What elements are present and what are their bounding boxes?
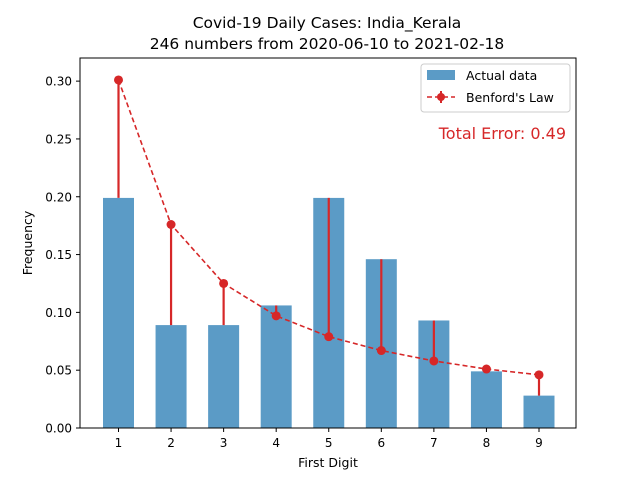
bar-digit-1	[103, 197, 134, 428]
x-tick-label-7: 7	[430, 436, 438, 450]
x-tick-label-1: 1	[115, 436, 123, 450]
x-axis: 1 2 3 4 5 6 7 8 9	[115, 428, 543, 450]
benford-point-digit-5	[324, 332, 334, 342]
x-tick-label-4: 4	[272, 436, 280, 450]
benford-point-digit-3	[219, 278, 229, 288]
x-tick-label-3: 3	[220, 436, 228, 450]
y-tick-label-0.20: 0.20	[45, 190, 72, 204]
benford-point-digit-6	[376, 346, 386, 356]
benford-line-layer	[114, 75, 544, 380]
bar-digit-4	[260, 305, 292, 428]
benford-point-digit-4	[271, 311, 281, 321]
y-axis-label: Frequency	[20, 210, 35, 275]
y-axis: 0.00 0.05 0.10 0.15 0.20 0.25 0.30	[45, 75, 80, 436]
legend-box	[420, 63, 571, 113]
x-axis-label: First Digit	[298, 455, 358, 470]
axes-frame	[79, 57, 577, 429]
benford-point-digit-1	[114, 75, 123, 85]
y-tick-label-0.30: 0.30	[45, 75, 72, 89]
benford-point-digit-2	[166, 220, 176, 229]
bar-digit-9	[523, 395, 555, 428]
legend-label-actual: Actual data	[466, 68, 537, 83]
chart-title: Covid-19 Daily Cases: India_Kerala	[193, 14, 462, 33]
y-tick-label-0.25: 0.25	[45, 132, 72, 146]
benford-point-digit-7	[429, 356, 439, 366]
y-tick-label-0.05: 0.05	[45, 364, 72, 378]
bar-digit-8	[470, 371, 502, 428]
chart-subtitle: 246 numbers from 2020-06-10 to 2021-02-1…	[150, 35, 505, 53]
legend-swatch-benford-marker	[437, 93, 445, 101]
error-lines-layer	[117, 79, 541, 396]
y-tick-label-0.15: 0.15	[45, 248, 72, 262]
y-tick-label-0.10: 0.10	[45, 306, 72, 320]
total-error-annotation: Total Error: 0.49	[438, 124, 566, 143]
x-tick-label-9: 9	[535, 436, 543, 450]
legend-swatch-actual	[427, 70, 455, 80]
y-tick-label-0.00: 0.00	[45, 422, 72, 436]
benford-point-digit-9	[534, 370, 544, 380]
x-tick-label-5: 5	[325, 436, 333, 450]
benford-dashed-line	[117, 79, 540, 376]
benford-point-digit-8	[481, 364, 491, 374]
bar-digit-2	[155, 325, 187, 428]
legend: Actual data Benford's Law	[420, 63, 571, 113]
x-tick-label-2: 2	[167, 436, 175, 450]
bar-digit-3	[208, 325, 240, 428]
x-tick-label-6: 6	[377, 436, 385, 450]
legend-label-benford: Benford's Law	[466, 90, 554, 105]
x-tick-label-8: 8	[483, 436, 491, 450]
